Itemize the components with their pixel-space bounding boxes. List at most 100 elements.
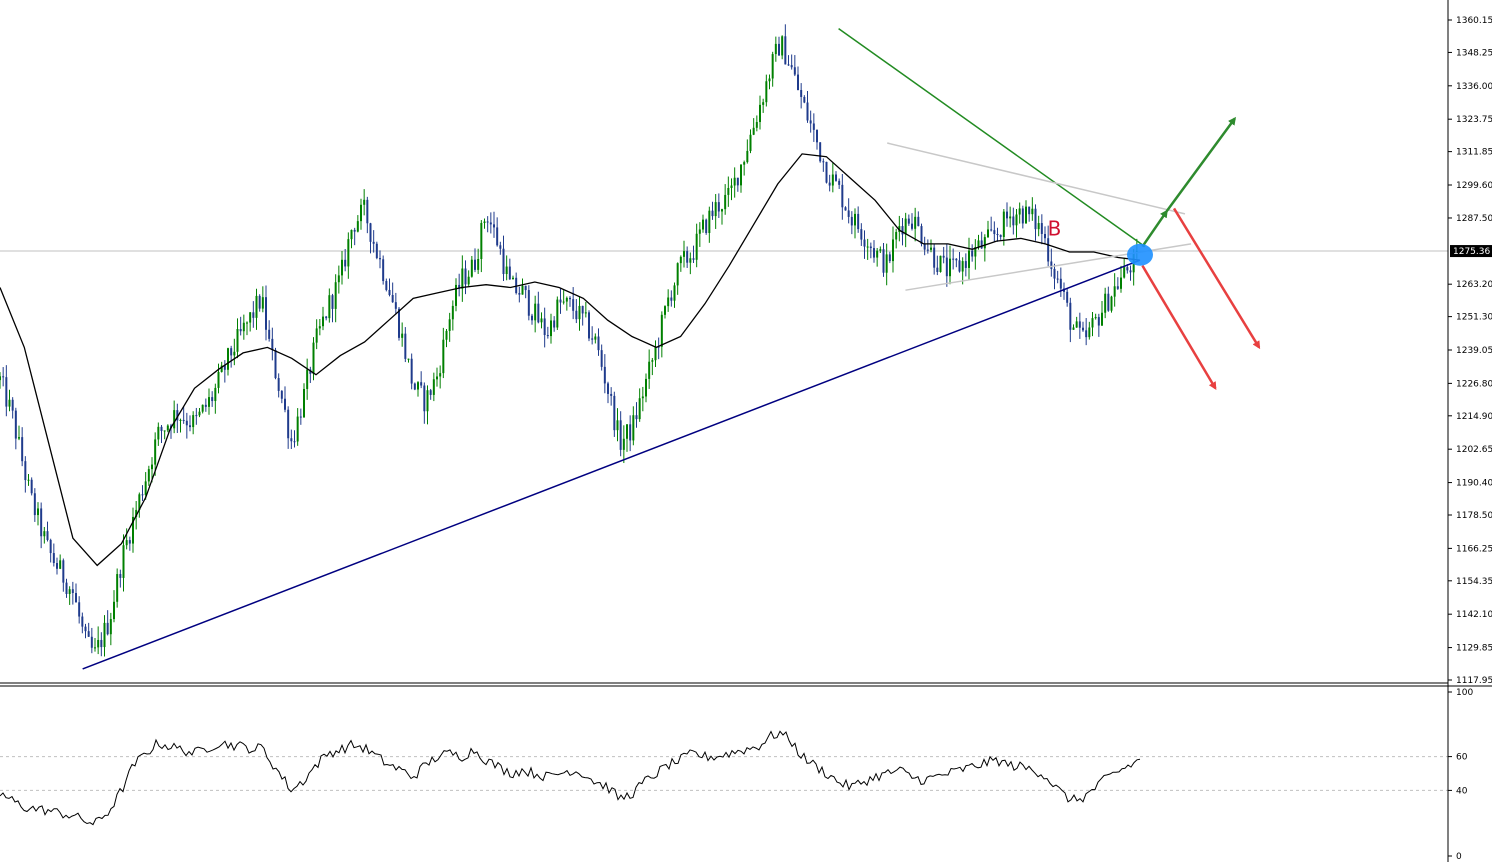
candle bbox=[185, 412, 188, 439]
candle bbox=[505, 255, 508, 281]
candle bbox=[122, 534, 125, 592]
candle bbox=[743, 160, 746, 176]
candle bbox=[166, 424, 169, 433]
candle bbox=[366, 196, 369, 234]
candle bbox=[673, 282, 676, 308]
price-panel: B bbox=[0, 24, 1448, 670]
candle bbox=[721, 208, 723, 225]
candle bbox=[141, 485, 144, 501]
candle bbox=[30, 477, 33, 496]
candle bbox=[230, 345, 233, 368]
y-tick-label: 1336.00 bbox=[1456, 82, 1492, 92]
candle bbox=[464, 260, 467, 295]
candle bbox=[926, 239, 929, 254]
y-tick-label: 1166.25 bbox=[1456, 544, 1492, 554]
candle bbox=[1037, 215, 1040, 237]
candle bbox=[223, 360, 226, 383]
candle bbox=[803, 95, 806, 104]
candle bbox=[971, 244, 974, 262]
y-tick-label: 1129.85 bbox=[1456, 644, 1492, 654]
candle bbox=[439, 365, 442, 389]
candle bbox=[94, 638, 96, 652]
candle bbox=[236, 318, 239, 359]
candle bbox=[1120, 265, 1122, 293]
candle bbox=[683, 240, 685, 268]
candle bbox=[341, 250, 343, 285]
candle bbox=[689, 252, 692, 275]
candle bbox=[163, 430, 166, 440]
candle bbox=[1018, 202, 1021, 224]
candle bbox=[198, 407, 201, 418]
y-tick-label: 1323.75 bbox=[1456, 115, 1492, 125]
candle bbox=[676, 262, 679, 295]
candle bbox=[1075, 316, 1078, 328]
candle bbox=[277, 373, 280, 398]
resistance-trendline bbox=[838, 27, 1146, 248]
candle bbox=[1002, 209, 1005, 246]
y-tick-label: 1202.65 bbox=[1456, 445, 1492, 455]
candle bbox=[369, 222, 372, 254]
candle bbox=[442, 327, 445, 379]
candle bbox=[401, 322, 404, 347]
candle bbox=[645, 373, 647, 403]
candle bbox=[869, 242, 872, 259]
candle bbox=[382, 255, 385, 285]
candle bbox=[863, 230, 866, 259]
candle bbox=[363, 189, 366, 216]
candle bbox=[616, 408, 619, 442]
candle bbox=[635, 402, 638, 428]
candle bbox=[27, 474, 30, 486]
candle bbox=[930, 239, 932, 253]
candle bbox=[195, 407, 198, 425]
bullish-arrow-1 bbox=[1141, 209, 1168, 248]
y-tick-label: 1263.20 bbox=[1456, 280, 1492, 290]
candle bbox=[787, 55, 790, 66]
y-tick-label: 1154.35 bbox=[1456, 577, 1492, 587]
candle bbox=[556, 296, 559, 330]
candle bbox=[109, 612, 112, 646]
candle bbox=[885, 243, 888, 286]
candle bbox=[87, 622, 90, 637]
candle bbox=[892, 226, 894, 273]
candle bbox=[353, 227, 356, 246]
candle bbox=[1104, 287, 1107, 319]
candle bbox=[103, 615, 106, 657]
candle bbox=[936, 255, 939, 276]
candle bbox=[876, 247, 879, 267]
candle bbox=[356, 215, 359, 233]
candle bbox=[451, 300, 454, 331]
candle bbox=[702, 214, 704, 233]
candle bbox=[388, 278, 391, 297]
candle bbox=[626, 424, 628, 452]
candle bbox=[271, 327, 274, 361]
candle bbox=[239, 316, 242, 336]
candle bbox=[1015, 208, 1018, 238]
candle bbox=[717, 193, 720, 219]
osc-y-tick-label: 60 bbox=[1456, 753, 1468, 763]
candle bbox=[790, 54, 793, 70]
candle bbox=[1053, 263, 1056, 290]
candle bbox=[78, 596, 81, 624]
candle bbox=[467, 270, 470, 287]
candle bbox=[515, 272, 518, 295]
candle bbox=[486, 216, 489, 233]
candle bbox=[778, 36, 780, 56]
candle bbox=[420, 371, 423, 389]
candle bbox=[1066, 288, 1069, 307]
candle bbox=[284, 386, 286, 413]
y-tick-label: 1360.15 bbox=[1456, 16, 1492, 26]
candle bbox=[480, 220, 483, 273]
candle bbox=[746, 139, 749, 164]
candle bbox=[854, 208, 856, 239]
candle bbox=[686, 246, 689, 268]
candle bbox=[955, 258, 958, 268]
candle bbox=[1088, 321, 1091, 340]
candle bbox=[68, 586, 71, 605]
candle bbox=[432, 372, 435, 402]
candle bbox=[600, 344, 603, 371]
candle bbox=[280, 390, 283, 404]
candle bbox=[1044, 226, 1046, 245]
candle bbox=[40, 502, 43, 549]
candle bbox=[265, 285, 267, 341]
candle bbox=[771, 51, 774, 87]
